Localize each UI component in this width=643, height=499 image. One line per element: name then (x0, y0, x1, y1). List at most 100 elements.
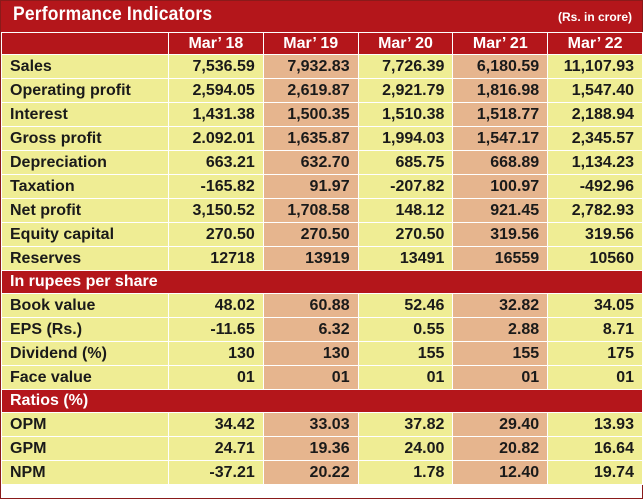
table-row: Book value 48.02 60.88 52.46 32.82 34.05 (1, 293, 643, 318)
value-cell: 130 (168, 341, 264, 366)
value-cell: 34.05 (547, 293, 643, 318)
value-cell: 8.71 (547, 317, 643, 342)
value-cell: 11,107.93 (547, 54, 643, 79)
value-cell: 270.50 (357, 222, 454, 247)
row-label: Net profit (1, 198, 169, 223)
value-cell: 13919 (262, 246, 359, 271)
value-cell: 632.70 (262, 150, 359, 175)
value-cell: 6.32 (262, 317, 359, 342)
value-cell: 2,594.05 (168, 78, 264, 103)
value-cell: 668.89 (452, 150, 549, 175)
table-row: Gross profit 2.092.01 1,635.87 1,994.03 1,54… (1, 126, 643, 151)
table-row: Equity capital 270.50 270.50 270.50 319.56 31… (1, 222, 643, 247)
row-label: Reserves (1, 246, 169, 271)
section-title: Ratios (%) (1, 389, 643, 413)
value-cell: 1.78 (357, 460, 454, 485)
section-title: In rupees per share (1, 270, 643, 294)
row-label: GPM (1, 436, 169, 461)
value-cell: 2,782.93 (547, 198, 643, 223)
year-header: Mar’ 18 (168, 32, 264, 55)
value-cell: 1,708.58 (262, 198, 359, 223)
panel-title: Performance Indicators (13, 4, 213, 25)
value-cell: 32.82 (452, 293, 549, 318)
value-cell: 01 (452, 365, 549, 390)
value-cell: 16559 (452, 246, 549, 271)
value-cell: 29.40 (452, 412, 549, 437)
value-cell: 2,188.94 (547, 102, 643, 127)
value-cell: 319.56 (547, 222, 643, 247)
value-cell: 3,150.52 (168, 198, 264, 223)
unit-label: (Rs. in crore) (557, 10, 632, 24)
value-cell: 175 (547, 341, 643, 366)
value-cell: 48.02 (168, 293, 264, 318)
header-blank-cell (1, 32, 169, 55)
value-cell: 7,536.59 (168, 54, 264, 79)
row-label: Equity capital (1, 222, 169, 247)
row-label: EPS (Rs.) (1, 317, 169, 342)
value-cell: 7,726.39 (357, 54, 454, 79)
row-label: Face value (1, 365, 169, 390)
row-label: NPM (1, 460, 169, 485)
table-row: Dividend (%) 130 130 155 155 175 (1, 341, 643, 366)
title-bar: Performance Indicators (Rs. in crore) (1, 1, 642, 32)
value-cell: 2,619.87 (262, 78, 359, 103)
row-label: Sales (1, 54, 169, 79)
value-cell: 7,932.83 (262, 54, 359, 79)
table-row: Net profit 3,150.52 1,708.58 148.12 921.45 2,… (1, 198, 643, 223)
row-label: OPM (1, 412, 169, 437)
table-row: Sales 7,536.59 7,932.83 7,726.39 6,180.59 11,… (1, 54, 643, 79)
value-cell: 1,547.17 (452, 126, 549, 151)
value-cell: 12.40 (452, 460, 549, 485)
table-row: NPM -37.21 20.22 1.78 12.40 19.74 (1, 460, 643, 485)
value-cell: 100.97 (452, 174, 549, 199)
value-cell: 34.42 (168, 412, 264, 437)
value-cell: 1,547.40 (547, 78, 643, 103)
value-cell: 24.00 (357, 436, 454, 461)
value-cell: 13.93 (547, 412, 643, 437)
value-cell: 155 (357, 341, 454, 366)
value-cell: 270.50 (168, 222, 264, 247)
value-cell: 33.03 (262, 412, 359, 437)
value-cell: 01 (357, 365, 454, 390)
indicators-table: Mar’ 18 Mar’ 19 Mar’ 20 Mar’ 21 Mar’ 22 … (1, 32, 643, 485)
year-header-row: Mar’ 18 Mar’ 19 Mar’ 20 Mar’ 21 Mar’ 22 (1, 32, 643, 55)
value-cell: 01 (262, 365, 359, 390)
value-cell: 37.82 (357, 412, 454, 437)
value-cell: 10560 (547, 246, 643, 271)
value-cell: 1,635.87 (262, 126, 359, 151)
value-cell: 01 (168, 365, 264, 390)
value-cell: 60.88 (262, 293, 359, 318)
table-row: Taxation -165.82 91.97 -207.82 100.97 -492.96 (1, 174, 643, 199)
value-cell: -165.82 (168, 174, 264, 199)
value-cell: 1,510.38 (357, 102, 454, 127)
table-row: GPM 24.71 19.36 24.00 20.82 16.64 (1, 436, 643, 461)
value-cell: 921.45 (452, 198, 549, 223)
value-cell: 6,180.59 (452, 54, 549, 79)
value-cell: 01 (547, 365, 643, 390)
value-cell: 0.55 (357, 317, 454, 342)
table-row: Operating profit 2,594.05 2,619.87 2,921.79… (1, 78, 643, 103)
value-cell: 52.46 (357, 293, 454, 318)
value-cell: 91.97 (262, 174, 359, 199)
value-cell: -207.82 (357, 174, 454, 199)
value-cell: 2,921.79 (357, 78, 454, 103)
value-cell: 130 (262, 341, 359, 366)
table-row: OPM 34.42 33.03 37.82 29.40 13.93 (1, 412, 643, 437)
value-cell: 19.36 (262, 436, 359, 461)
value-cell: 2.88 (452, 317, 549, 342)
value-cell: 1,134.23 (547, 150, 643, 175)
value-cell: 16.64 (547, 436, 643, 461)
section-header-per-share: In rupees per share (1, 270, 643, 294)
value-cell: 1,500.35 (262, 102, 359, 127)
value-cell: 20.82 (452, 436, 549, 461)
value-cell: 270.50 (262, 222, 359, 247)
value-cell: 1,816.98 (452, 78, 549, 103)
row-label: Dividend (%) (1, 341, 169, 366)
value-cell: 155 (452, 341, 549, 366)
year-header: Mar’ 22 (547, 32, 643, 55)
year-header: Mar’ 21 (452, 32, 549, 55)
row-label: Taxation (1, 174, 169, 199)
table-row: Depreciation 663.21 632.70 685.75 668.89 1,13… (1, 150, 643, 175)
value-cell: 1,518.77 (452, 102, 549, 127)
year-header: Mar’ 20 (357, 32, 454, 55)
